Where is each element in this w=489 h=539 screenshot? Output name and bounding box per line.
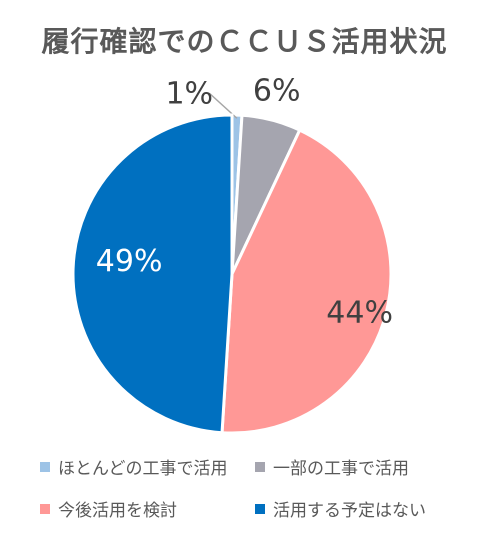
legend-swatch	[255, 461, 265, 472]
legend-item-mostly: ほとんどの工事で活用	[40, 454, 228, 479]
legend-swatch	[255, 503, 265, 514]
legend-swatch	[40, 461, 50, 472]
legend-swatch	[40, 503, 50, 514]
pie-slice	[220, 128, 393, 435]
pie-slice	[71, 113, 234, 435]
legend-label: 今後活用を検討	[58, 501, 177, 521]
legend-label: 一部の工事で活用	[273, 459, 409, 479]
legend-label: 活用する予定はない	[273, 501, 426, 521]
legend-item-no-plan: 活用する予定はない	[255, 496, 426, 521]
data-label: 44%	[326, 296, 393, 331]
data-label: 6%	[253, 73, 301, 108]
legend-item-considering: 今後活用を検討	[40, 496, 177, 521]
legend-label: ほとんどの工事で活用	[58, 459, 228, 479]
data-label: 49%	[96, 244, 163, 279]
legend-item-partial: 一部の工事で活用	[255, 454, 409, 479]
chart-title: 履行確認でのＣＣＵＳ活用状況	[41, 25, 448, 58]
data-label: 1%	[165, 77, 213, 112]
